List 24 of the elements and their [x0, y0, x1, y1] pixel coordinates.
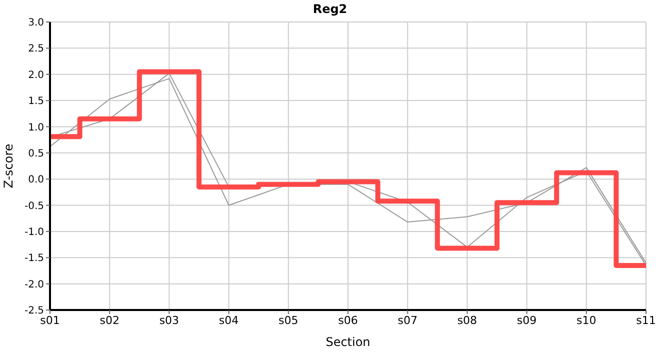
y-tick-label: 0.5 [28, 148, 44, 160]
y-tick-label: -1.5 [24, 253, 44, 264]
x-tick-label: s07 [398, 314, 418, 327]
x-tick-label: s06 [338, 314, 358, 327]
y-tick-label: 1.0 [28, 122, 44, 134]
x-tick-label: s08 [457, 314, 478, 327]
y-tick-label: 0.0 [28, 174, 44, 186]
y-tick-label: -1.0 [24, 227, 44, 238]
y-tick-label: 2.5 [28, 44, 44, 55]
x-axis-title: Section [326, 335, 370, 349]
x-tick-label: s05 [278, 314, 298, 327]
x-tick-label: s10 [576, 314, 596, 327]
chart-title: Reg2 [312, 2, 348, 16]
y-tick-label: 2.0 [28, 70, 44, 81]
x-tick-label: s09 [516, 314, 537, 327]
y-tick-label: 1.5 [28, 96, 44, 108]
y-tick-label: -0.5 [24, 200, 44, 212]
x-tick-label: s04 [218, 314, 239, 327]
y-tick-label: 3.0 [28, 18, 44, 29]
x-tick-label: s03 [159, 314, 180, 327]
x-tick-label: s02 [100, 314, 120, 327]
y-tick-label: -2.0 [24, 279, 44, 290]
x-tick-label: s11 [636, 314, 656, 327]
y-axis-title: Z-score [1, 144, 16, 188]
